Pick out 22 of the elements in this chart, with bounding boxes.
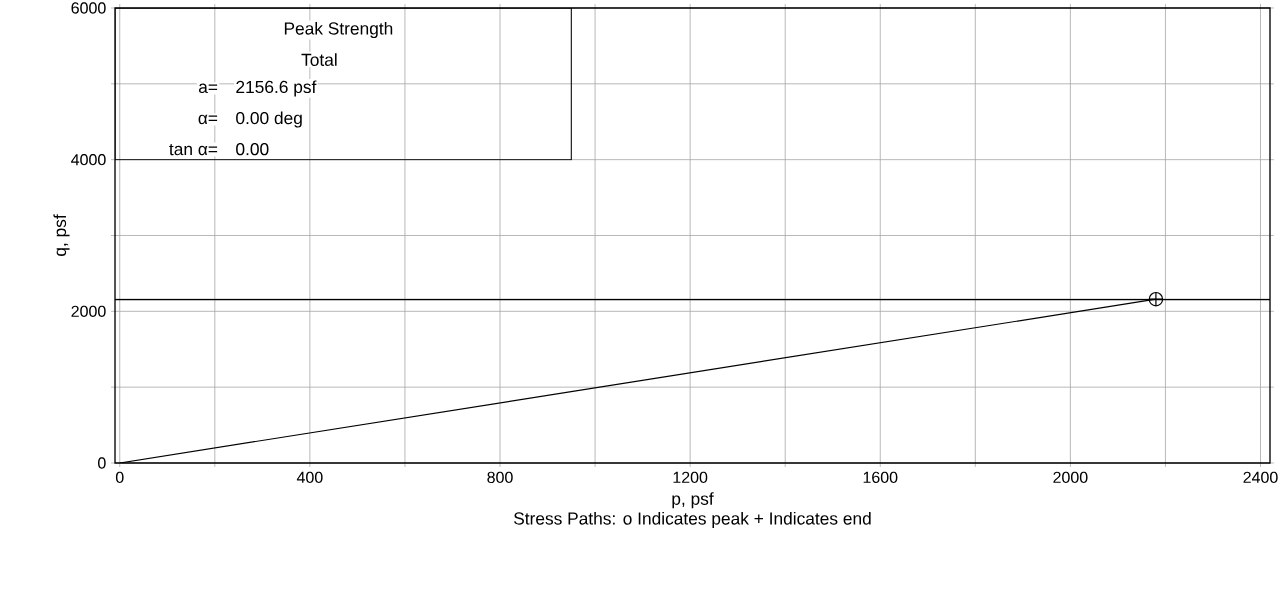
annotation: 2156.6 psf <box>236 80 317 97</box>
x-tick-label: 2400 <box>1243 471 1278 484</box>
annotation: 0.00 deg <box>236 111 302 128</box>
x-tick-label: 1200 <box>673 471 708 484</box>
x-axis-title: p, psf <box>672 492 714 509</box>
x-tick-label: 400 <box>296 471 323 484</box>
x-tick-label: 2000 <box>1053 471 1088 484</box>
annotation: Peak Strength <box>284 21 393 39</box>
annotation: α= <box>198 114 218 125</box>
y-tick-label: 6000 <box>71 2 106 14</box>
annotation: a= <box>198 83 218 94</box>
x-tick-label: 0 <box>115 471 124 484</box>
annotation: tan α= <box>169 143 218 156</box>
text: Stress Paths: o Indicates peak + Indicates end <box>514 511 871 529</box>
annotation: Total <box>301 53 337 66</box>
y-axis-title: q, psf <box>53 214 70 256</box>
y-tick-label: 2000 <box>71 305 106 317</box>
x-tick-label: 1600 <box>863 471 898 484</box>
x-tick-label: 800 <box>487 471 513 484</box>
y-tick-label: 0 <box>98 457 106 469</box>
y-tick-label: 4000 <box>71 154 106 166</box>
annotation: 0.00 <box>236 143 269 156</box>
